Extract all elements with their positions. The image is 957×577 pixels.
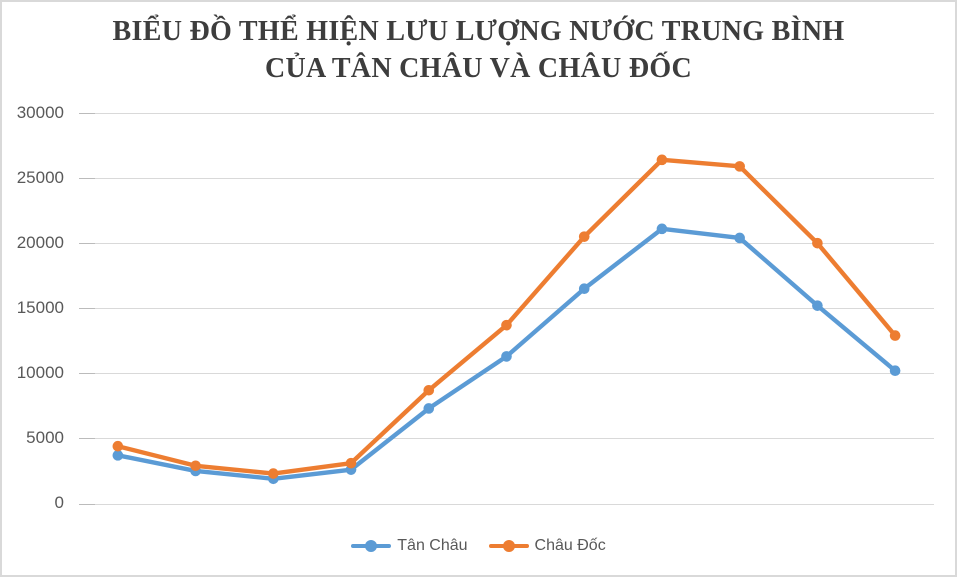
legend: Tân Châu Châu Đốc	[2, 537, 955, 555]
chart-title: BIỂU ĐỒ THỂ HIỆN LƯU LƯỢNG NƯỚC TRUNG BÌ…	[2, 13, 955, 87]
legend-item-tan-chau[interactable]: Tân Châu	[351, 537, 468, 555]
data-point-chau-doc-6[interactable]	[501, 319, 512, 331]
data-point-chau-doc-8[interactable]	[656, 154, 668, 166]
series-chau-doc[interactable]	[112, 154, 901, 479]
line-dot-marker-icon	[351, 540, 392, 553]
y-axis-tick-label: 15000	[16, 298, 64, 317]
gridlines	[79, 113, 934, 505]
data-point-chau-doc-10[interactable]	[812, 237, 823, 249]
data-point-tan-chau-7[interactable]	[578, 283, 590, 295]
chart-title-line-2: CỦA TÂN CHÂU VÀ CHÂU ĐỐC	[265, 53, 692, 84]
y-axis-tick-label: 25000	[16, 168, 64, 187]
data-point-chau-doc-11[interactable]	[889, 330, 901, 341]
data-point-tan-chau-11[interactable]	[889, 365, 901, 377]
y-axis-tick-label: 30000	[16, 103, 64, 122]
chart-title-line-1: BIỂU ĐỒ THỂ HIỆN LƯU LƯỢNG NƯỚC TRUNG BÌ…	[112, 16, 845, 47]
data-point-chau-doc-4[interactable]	[345, 457, 357, 469]
y-axis-tick-label: 0	[54, 493, 64, 512]
data-point-tan-chau-10[interactable]	[812, 300, 823, 311]
data-point-chau-doc-5[interactable]	[423, 384, 435, 396]
series-tan-chau[interactable]	[112, 223, 901, 485]
data-point-chau-doc-2[interactable]	[190, 460, 201, 472]
data-point-tan-chau-6[interactable]	[501, 351, 512, 362]
data-point-tan-chau-1[interactable]	[112, 450, 124, 461]
data-point-chau-doc-1[interactable]	[112, 440, 124, 452]
data-point-chau-doc-3[interactable]	[268, 468, 279, 479]
y-axis-tick-label: 10000	[16, 363, 64, 382]
series-line-chau-doc[interactable]	[115, 157, 898, 476]
data-point-tan-chau-5[interactable]	[423, 403, 435, 414]
legend-label: Châu Đốc	[534, 537, 606, 554]
y-axis-tick-label: 5000	[26, 428, 64, 447]
y-axis: 30000 25000 20000 15000 10000 5000 0	[2, 2, 64, 575]
legend-label: Tân Châu	[397, 537, 468, 554]
data-point-tan-chau-9[interactable]	[734, 232, 745, 244]
y-axis-tick-label: 20000	[16, 233, 64, 252]
legend-item-chau-doc[interactable]: Châu Đốc	[488, 537, 606, 555]
data-point-chau-doc-9[interactable]	[734, 161, 745, 172]
data-point-chau-doc-7[interactable]	[578, 231, 590, 242]
data-point-tan-chau-8[interactable]	[656, 223, 668, 235]
line-dot-marker-icon	[488, 540, 529, 553]
